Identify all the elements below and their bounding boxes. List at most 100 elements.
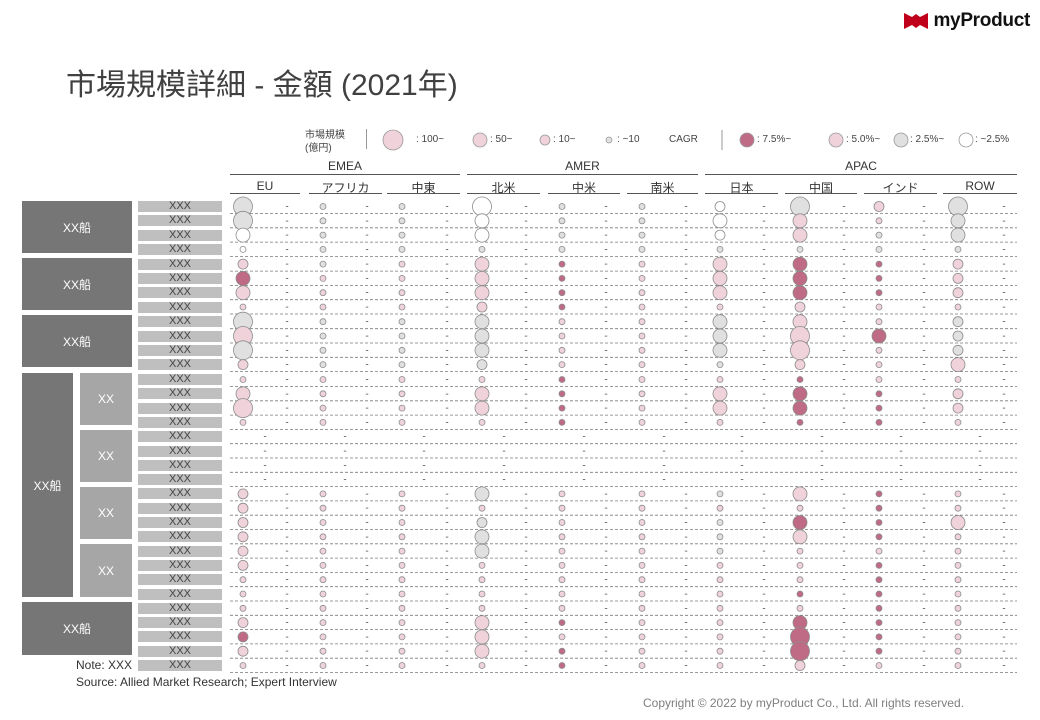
value-dash: -	[662, 432, 665, 443]
bubble-EU	[237, 488, 249, 500]
bubble-中東	[398, 590, 406, 598]
bubble-アフリカ	[319, 547, 327, 555]
bubble-アフリカ	[319, 604, 327, 612]
row-label: XXX	[138, 445, 222, 457]
value-dash: -	[365, 230, 368, 241]
note: Note: XXX	[76, 658, 133, 672]
value-dash: -	[842, 216, 845, 227]
value-dash: -	[285, 273, 288, 284]
value-dash: -	[365, 646, 368, 657]
value-dash: -	[343, 446, 346, 457]
legend-cagr-25-label: : 2.5%~	[910, 134, 945, 145]
value-dash: -	[684, 244, 687, 255]
bubble-インド	[875, 504, 883, 512]
bubble-南米	[638, 289, 646, 297]
value-dash: -	[820, 446, 823, 457]
value-dash: -	[285, 518, 288, 529]
value-dash: -	[524, 389, 527, 400]
bubble-インド	[873, 201, 885, 212]
value-dash: -	[1002, 489, 1005, 500]
bubble-アフリカ	[319, 533, 327, 541]
bubble-日本	[712, 314, 728, 330]
bubble-アフリカ	[319, 418, 327, 426]
bubble-ROW	[948, 196, 968, 217]
value-dash: -	[524, 661, 527, 672]
bubble-アフリカ	[319, 376, 327, 383]
country-south-america: 南米	[650, 181, 675, 195]
subgroup-label: XX	[80, 430, 132, 482]
subgroup-label: XX	[80, 373, 132, 425]
bubble-中東	[398, 231, 406, 239]
value-dash: -	[524, 345, 527, 356]
value-dash: -	[285, 230, 288, 241]
value-dash: -	[445, 560, 448, 571]
value-dash: -	[762, 661, 765, 672]
value-dash: -	[684, 202, 687, 213]
bubble-EU	[237, 502, 249, 514]
bubble-南米	[638, 604, 646, 612]
bubble-ROW	[954, 604, 962, 612]
bubble-日本	[716, 647, 724, 655]
value-dash: -	[365, 532, 368, 543]
value-dash: -	[604, 589, 607, 600]
value-dash: -	[684, 259, 687, 270]
value-dash: -	[365, 417, 368, 428]
bubble-中東	[398, 303, 406, 311]
value-dash: -	[365, 661, 368, 672]
bubble-日本	[712, 285, 728, 301]
value-dash: -	[445, 661, 448, 672]
bubble-EU	[237, 631, 249, 643]
bubble-アフリカ	[319, 274, 327, 282]
bubble-北米	[474, 615, 490, 630]
value-dash: -	[684, 575, 687, 586]
group-label: XX船	[22, 315, 132, 367]
value-dash: -	[263, 432, 266, 443]
value-dash: -	[604, 288, 607, 299]
value-dash: -	[762, 575, 765, 586]
country-india: インド	[882, 181, 919, 195]
value-dash: -	[524, 302, 527, 313]
value-dash: -	[365, 546, 368, 557]
bubble-ROW	[954, 662, 962, 669]
row-label: XXX	[138, 344, 222, 356]
value-dash: -	[524, 589, 527, 600]
bubble-EU	[239, 604, 247, 612]
bubble-南米	[638, 245, 646, 253]
value-dash: -	[762, 202, 765, 213]
value-dash: -	[762, 273, 765, 284]
value-dash: -	[842, 302, 845, 313]
bubble-ROW	[952, 388, 964, 400]
value-dash: -	[524, 503, 527, 514]
value-dash: -	[762, 560, 765, 571]
page-title: 市場規模詳細 - 金額 (2021年)	[66, 69, 458, 102]
bubble-アフリカ	[319, 619, 327, 626]
value-dash: -	[762, 230, 765, 241]
bubble-EU	[237, 258, 249, 270]
bubble-インド	[875, 346, 883, 354]
bubble-中東	[398, 289, 406, 297]
value-dash: -	[604, 489, 607, 500]
value-dash: -	[365, 331, 368, 342]
value-dash: -	[1002, 302, 1005, 313]
bubble-中米	[558, 647, 566, 655]
bubble-北米	[474, 342, 490, 358]
bubble-北米	[476, 517, 488, 528]
value-dash: -	[922, 375, 925, 386]
bubble-中東	[398, 418, 406, 426]
bubble-南米	[638, 346, 646, 354]
row-label: XXX	[138, 243, 222, 255]
value-dash: -	[842, 360, 845, 371]
bubble-中東	[398, 404, 406, 412]
value-dash: -	[285, 618, 288, 629]
bubble-ROW	[954, 576, 962, 584]
bubble-中東	[398, 519, 406, 526]
value-dash: -	[445, 518, 448, 529]
value-dash: -	[604, 259, 607, 270]
legend-size-100-circle	[382, 129, 404, 151]
value-dash: -	[502, 460, 505, 471]
bubble-日本	[716, 490, 724, 498]
value-dash: -	[524, 244, 527, 255]
bubble-北米	[478, 590, 486, 598]
bubble-中東	[398, 245, 406, 253]
bubble-ROW	[952, 272, 964, 284]
